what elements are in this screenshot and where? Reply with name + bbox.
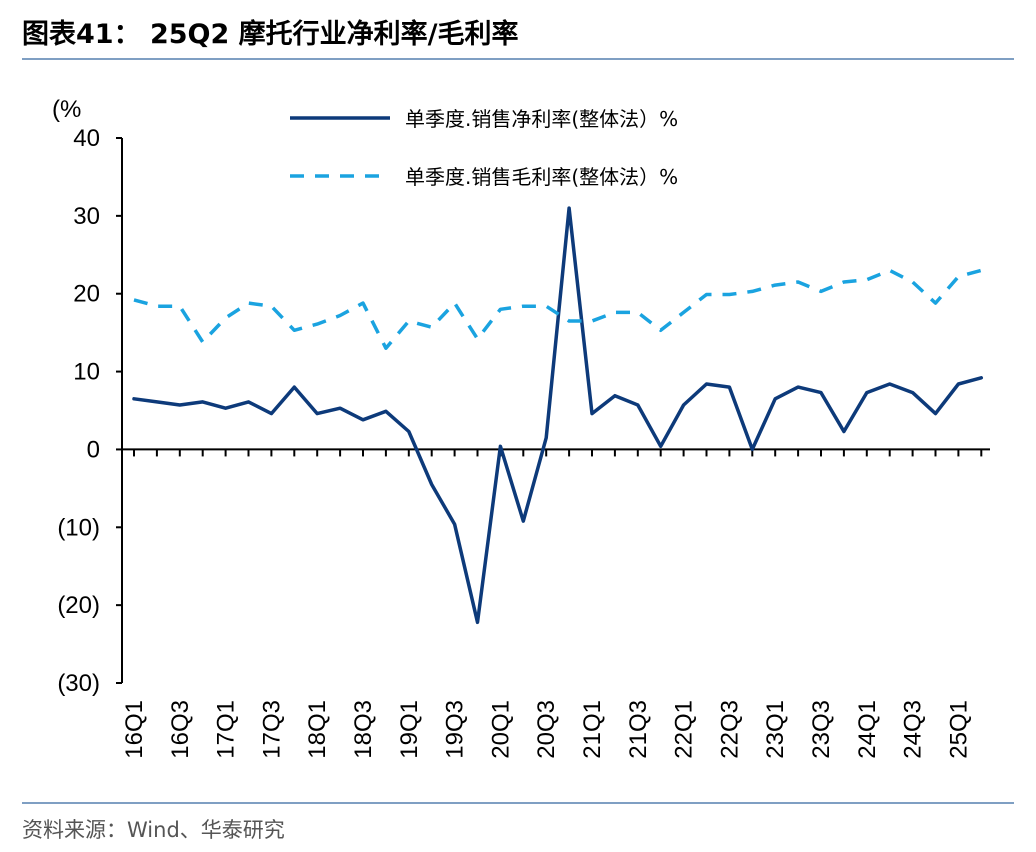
y-tick-label: 30 <box>73 203 100 230</box>
x-tick-label: 20Q3 <box>533 700 560 759</box>
x-tick-label: 17Q3 <box>258 700 285 759</box>
chart-axes: 40 30 20 10 0 (10) (20) (30) (% 16Q1 16Q3 17Q1 17Q3 1… <box>52 96 990 759</box>
x-tick-label: 20Q1 <box>487 700 514 759</box>
x-tick-label: 18Q3 <box>350 700 377 759</box>
y-tick-label: 0 <box>87 436 100 463</box>
x-tick-label: 17Q1 <box>213 700 240 759</box>
x-tick-label: 23Q1 <box>762 700 789 759</box>
x-tick-label: 18Q1 <box>304 700 331 759</box>
y-tick-label: (10) <box>57 514 100 541</box>
chart-series <box>132 206 984 625</box>
x-tick-label: 19Q1 <box>396 700 423 759</box>
x-tick-label: 22Q1 <box>671 700 698 759</box>
x-tick-label: 16Q1 <box>121 700 148 759</box>
source-divider <box>22 802 1014 804</box>
x-tick-label: 21Q3 <box>625 700 652 759</box>
source-note: 资料来源：Wind、华泰研究 <box>22 818 285 842</box>
x-tick-label: 22Q3 <box>716 700 743 759</box>
x-tick-label: 16Q3 <box>167 700 194 759</box>
gross-margin-line <box>133 268 982 350</box>
y-tick-label: 40 <box>73 125 100 152</box>
x-tick-label: 24Q3 <box>900 700 927 759</box>
chart-legend: 单季度.销售净利率(整体法）% 单季度.销售毛利率(整体法）% <box>290 107 678 189</box>
x-tick-label: 23Q3 <box>808 700 835 759</box>
y-tick-label: (20) <box>57 592 100 619</box>
line-chart: 40 30 20 10 0 (10) (20) (30) (% 16Q1 16Q3 17Q1 17Q3 1… <box>52 96 990 759</box>
x-tick-label: 21Q1 <box>579 700 606 759</box>
y-axis-label: (% <box>52 96 81 123</box>
chart-title: 图表41： 25Q2 摩托行业净利率/毛利率 <box>22 19 519 50</box>
y-tick-label: (30) <box>57 670 100 697</box>
legend-label: 单季度.销售净利率(整体法）% <box>405 107 678 131</box>
title-divider <box>22 58 1014 60</box>
legend-label: 单季度.销售毛利率(整体法）% <box>405 165 678 189</box>
net-margin-line <box>132 206 984 625</box>
x-tick-label: 25Q1 <box>945 700 972 759</box>
y-tick-label: 10 <box>73 359 100 386</box>
x-tick-label: 24Q1 <box>854 700 881 759</box>
x-tick-label: 19Q3 <box>442 700 469 759</box>
y-tick-label: 20 <box>73 281 100 308</box>
